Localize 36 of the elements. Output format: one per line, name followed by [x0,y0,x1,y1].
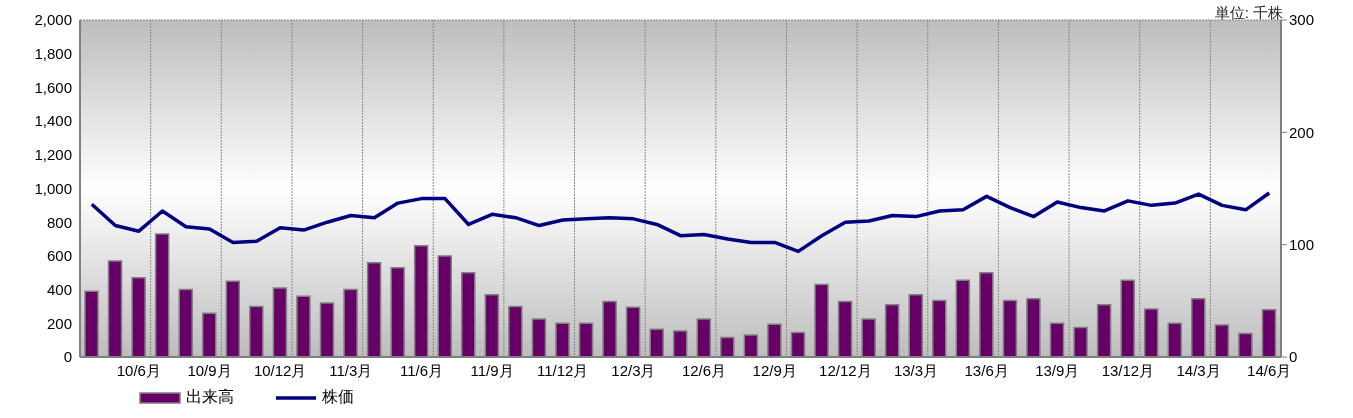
legend-label: 株価 [322,387,354,407]
y-tick-label: 1,200 [34,146,72,164]
y2-tick-label: 200 [1289,123,1315,141]
y-tick-label: 1,600 [34,78,72,96]
y2-tick-label: 300 [1289,11,1315,29]
x-tick-label: 13/3月 [893,361,939,379]
x-tick-label: 13/12月 [1101,361,1155,379]
y-tick-label: 2,000 [34,11,72,29]
y-tick-label: 200 [46,314,72,332]
y-tick-label: 1,400 [34,112,72,130]
x-tick-label: 11/12月 [537,361,589,379]
y-tick-label: 800 [46,213,72,231]
x-tick-label: 10/9月 [187,361,232,379]
y-tick-label: 1,000 [34,179,72,197]
y2-tick-label: 100 [1289,235,1315,253]
legend-label: 出来高 [186,387,234,407]
x-tick-label: 12/6月 [681,361,727,379]
annotation: 単位: 千株 [1214,4,1283,21]
x-tick-label: 14/6月 [1247,361,1292,379]
y2-tick-label: 0 [1289,348,1298,366]
x-tick-label: 13/6月 [964,361,1009,379]
x-tick-label: 10/6月 [116,361,161,379]
x-tick-label: 11/6月 [399,361,444,379]
x-tick-label: 12/12月 [819,361,872,379]
x-tick-label: 14/3月 [1176,361,1221,379]
x-tick-label: 11/3月 [329,361,373,379]
x-tick-label: 13/9月 [1035,361,1080,379]
x-tick-label: 12/9月 [752,361,797,379]
line-series [90,191,1271,254]
x-tick-label: 11/9月 [470,361,514,379]
y-tick-label: 600 [46,247,72,265]
x-tick-label: 12/3月 [611,361,656,379]
y-tick-label: 400 [46,280,72,298]
y-tick-label: 0 [63,348,72,366]
x-tick-label: 10/12月 [253,361,307,379]
y-tick-label: 1,800 [34,45,72,63]
